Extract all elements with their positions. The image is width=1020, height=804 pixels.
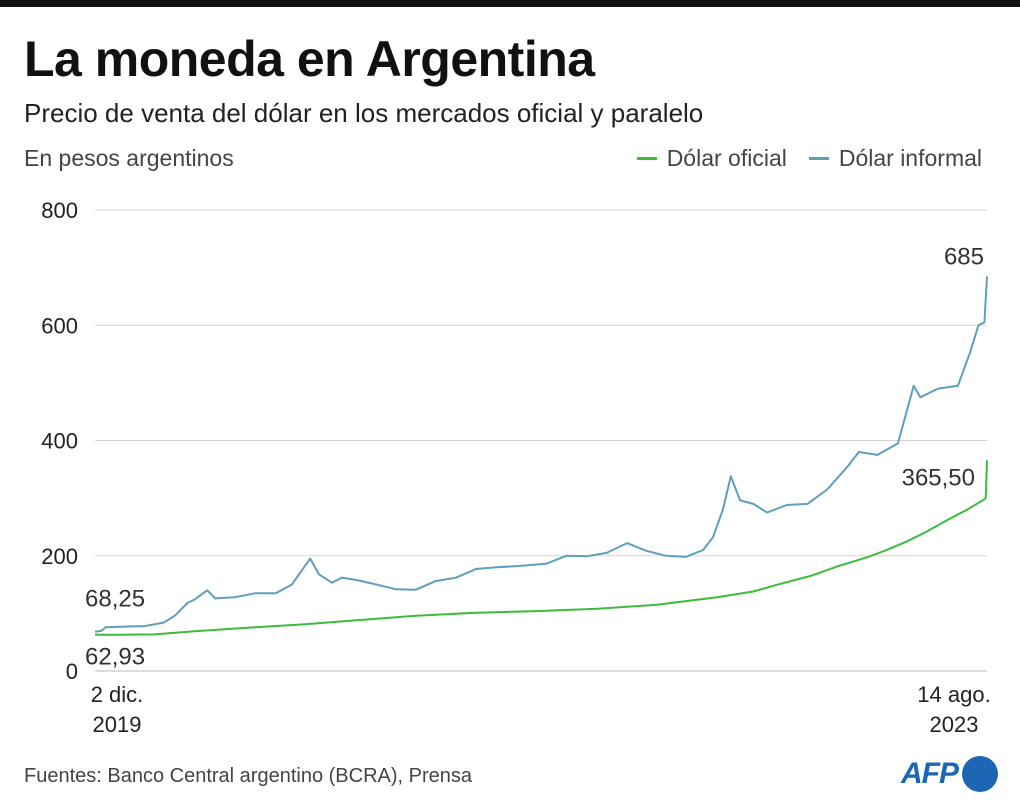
afp-logo-dot-icon: [962, 756, 998, 792]
y-tick-label: 400: [41, 429, 78, 454]
afp-logo: AFP: [901, 756, 998, 792]
series-line-dolar-oficial: [95, 460, 988, 636]
line-chart: 0 200 400 600 800 2 dic. 2019 14 ago. 2023 68,2…: [41, 198, 990, 737]
legend-label-oficial: Dólar oficial: [666, 145, 787, 171]
legend-label-informal: Dólar informal: [838, 145, 982, 171]
legend-swatch-informal: [808, 157, 829, 160]
y-tick-label: 200: [41, 544, 78, 569]
unit-label: En pesos argentinos: [24, 145, 234, 171]
y-tick-label: 800: [41, 198, 78, 223]
chart-title: La moneda en Argentina: [24, 31, 595, 87]
x-tick-label-end: 14 ago.: [917, 682, 990, 707]
annotation-oficial-end: 365,50: [902, 464, 975, 491]
annotation-informal-start: 68,25: [85, 586, 145, 613]
annotation-informal-end: 685: [944, 243, 984, 270]
series-line-dolar-informal: [94, 276, 988, 633]
y-tick-label: 600: [41, 313, 78, 338]
annotation-oficial-start: 62,93: [85, 644, 145, 671]
x-tick-label-end: 2023: [930, 712, 979, 737]
afp-logo-text: AFP: [901, 757, 959, 790]
y-tick-label: 0: [66, 659, 78, 684]
x-tick-label-start: 2 dic.: [91, 682, 144, 707]
chart-subtitle: Precio de venta del dólar en los mercado…: [24, 98, 704, 128]
legend-item-oficial: Dólar oficial: [636, 145, 787, 172]
legend: Dólar oficial Dólar informal: [636, 145, 982, 172]
x-tick-label-start: 2019: [93, 712, 142, 737]
top-rule: [0, 0, 1020, 7]
legend-item-informal: Dólar informal: [808, 145, 982, 172]
legend-swatch-oficial: [636, 157, 657, 160]
source-note: Fuentes: Banco Central argentino (BCRA),…: [24, 765, 472, 787]
